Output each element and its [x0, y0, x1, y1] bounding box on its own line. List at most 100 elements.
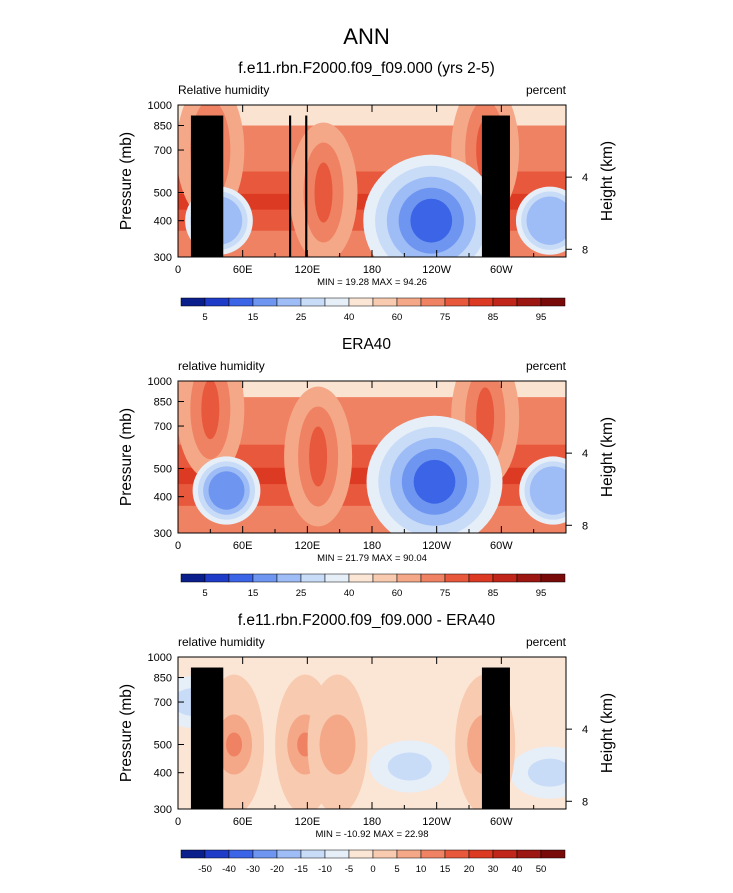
colorbar-swatch: [300, 297, 326, 307]
colorbar-swatch: [492, 297, 518, 307]
negative-anomaly: [387, 752, 432, 781]
colorbar-label: -30: [246, 864, 260, 875]
colorbar-label: -20: [270, 864, 284, 875]
colorbar-label: -5: [345, 864, 353, 875]
colorbar-swatch: [228, 849, 254, 859]
y-tick-label: 700: [154, 697, 172, 709]
colorbar-label: 5: [202, 588, 207, 599]
y-tick-label: 1000: [148, 376, 172, 388]
y-axis-title: Pressure (mb): [118, 408, 135, 506]
colorbar-swatch: [540, 297, 566, 307]
colorbar-label: 15: [248, 312, 259, 323]
x-tick-label: 0: [175, 816, 181, 828]
y-tick-label: 300: [154, 528, 172, 540]
terrain-mask: [190, 667, 224, 809]
y-tick-label: 400: [154, 768, 172, 780]
x-tick-label: 60E: [233, 264, 253, 276]
units-label: percent: [526, 359, 567, 373]
y-tick-label: 300: [154, 804, 172, 816]
colorbar-swatch: [372, 573, 398, 583]
panel-title: ERA40: [342, 336, 391, 353]
colorbar-swatch: [324, 297, 350, 307]
colorbar-label: 95: [536, 312, 547, 323]
moist-column-core: [201, 381, 220, 440]
terrain-mask: [208, 124, 217, 257]
colorbar-swatch: [228, 573, 254, 583]
terrain-mask: [481, 115, 510, 257]
variable-label: relative humidity: [178, 635, 265, 649]
colorbar-swatch: [276, 297, 302, 307]
y2-tick-label: 4: [582, 172, 588, 184]
figure-title: ANN: [343, 24, 389, 49]
colorbar-swatch: [420, 297, 446, 307]
colorbar-swatch: [204, 573, 230, 583]
colorbar-swatch: [228, 297, 254, 307]
x-tick-label: 60E: [233, 816, 253, 828]
chart-panel-1: f.e11.rbn.F2000.f09_f09.000 (yrs 2-5) Rel…: [118, 60, 616, 323]
colorbar-label: 60: [392, 588, 403, 599]
x-tick-label: 0: [175, 540, 181, 552]
colorbar-label: 25: [296, 588, 307, 599]
x-tick-label: 0: [175, 264, 181, 276]
dry-region-level-5: [410, 198, 453, 243]
y2-tick-label: 8: [582, 244, 588, 256]
y-tick-label: 1000: [148, 652, 172, 664]
colorbar-swatch: [324, 849, 350, 859]
positive-anomaly-core: [226, 732, 243, 757]
colorbar-swatch: [492, 573, 518, 583]
colorbar-swatch: [324, 573, 350, 583]
colorbar-label: 75: [440, 588, 451, 599]
y-tick-label: 500: [154, 188, 172, 200]
colorbar-label: 5: [394, 864, 399, 875]
x-tick-label: 60W: [490, 264, 513, 276]
colorbar-label: 30: [488, 864, 499, 875]
colorbar-swatch: [180, 573, 206, 583]
colorbar-swatch: [468, 297, 494, 307]
y2-tick-label: 4: [582, 448, 588, 460]
moist-column-core: [309, 426, 328, 487]
moist-column-core: [314, 162, 333, 223]
y2-axis-title: Height (km): [599, 141, 616, 221]
terrain-mask: [190, 115, 224, 257]
y-tick-label: 700: [154, 421, 172, 433]
min-max-stats: MIN = 19.28 MAX = 94.26: [317, 277, 427, 288]
colorbar-label: 60: [392, 312, 403, 323]
min-max-stats: MIN = 21.79 MAX = 90.04: [317, 553, 427, 564]
dry-region-level-3: [526, 196, 566, 245]
contour-field: [178, 381, 566, 533]
y-axis-title: Pressure (mb): [118, 132, 135, 230]
y2-tick-label: 8: [582, 796, 588, 808]
terrain-mask: [289, 115, 292, 257]
colorbar-label: -10: [318, 864, 332, 875]
colorbar-swatch: [276, 849, 302, 859]
x-tick-label: 180: [363, 264, 381, 276]
y-tick-label: 400: [154, 216, 172, 228]
x-tick-label: 180: [363, 816, 381, 828]
variable-label: Relative humidity: [178, 83, 269, 97]
x-tick-label: 60W: [490, 540, 513, 552]
colorbar-swatch: [540, 849, 566, 859]
panel-title: f.e11.rbn.F2000.f09_f09.000 (yrs 2-5): [238, 60, 494, 77]
chart-panel-3: f.e11.rbn.F2000.f09_f09.000 - ERA40 relat…: [118, 612, 616, 875]
colorbar: 5 15 25 40 60 75 85 95: [180, 297, 566, 323]
colorbar-label: -50: [198, 864, 212, 875]
x-tick-label: 120E: [294, 816, 320, 828]
y-tick-label: 1000: [148, 100, 172, 112]
colorbar-label: 15: [248, 588, 259, 599]
colorbar-swatch: [372, 849, 398, 859]
colorbar-label: 5: [202, 312, 207, 323]
dry-region-level-5: [413, 459, 456, 504]
x-tick-label: 120E: [294, 540, 320, 552]
colorbar-swatch: [396, 573, 422, 583]
colorbar-swatch: [420, 573, 446, 583]
colorbar-label: 50: [536, 864, 547, 875]
positive-anomaly: [319, 714, 356, 775]
colorbar-swatch: [444, 849, 470, 859]
y-tick-label: 300: [154, 252, 172, 264]
y-tick-label: 850: [154, 121, 172, 133]
colorbar-swatch: [300, 849, 326, 859]
colorbar-label: 85: [488, 588, 499, 599]
x-tick-label: 60E: [233, 540, 253, 552]
